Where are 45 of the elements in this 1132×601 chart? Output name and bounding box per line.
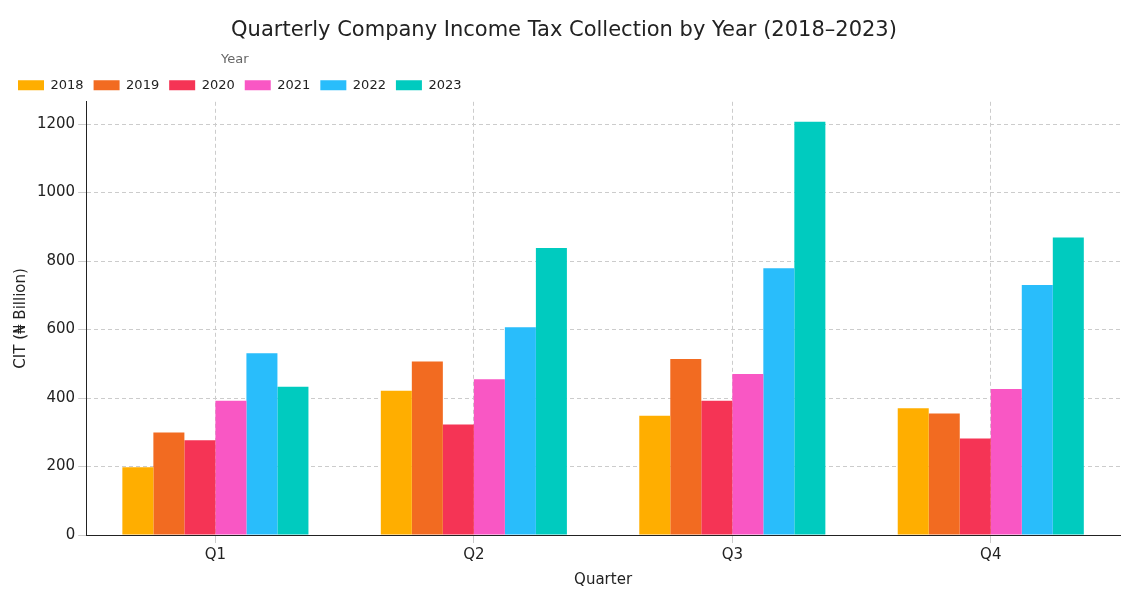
- bar: [794, 121, 826, 535]
- y-tick-label: 800: [46, 250, 76, 269]
- bar: [670, 358, 702, 535]
- bar: [411, 361, 443, 535]
- x-tick-label: Q3: [721, 544, 743, 563]
- y-tick-label: 1000: [36, 182, 76, 201]
- bar: [442, 424, 474, 535]
- legend-label: 2020: [201, 76, 235, 92]
- bar: [959, 438, 991, 535]
- bar: [897, 408, 929, 535]
- chart-title: Quarterly Company Income Tax Collection by Year (2018–2023): [231, 17, 897, 42]
- legend-title: Year: [219, 51, 250, 67]
- x-tick-label: Q4: [980, 544, 1002, 563]
- legend-label: 2021: [277, 76, 311, 92]
- bar: [246, 353, 278, 535]
- y-tick-label: 0: [65, 524, 76, 543]
- y-tick-label: 400: [46, 387, 76, 406]
- legend-label: 2018: [50, 76, 84, 92]
- bar: [639, 415, 671, 535]
- bar: [184, 440, 216, 535]
- legend-label: 2023: [428, 76, 462, 92]
- x-tick-label: Q1: [204, 544, 227, 563]
- legend-label: 2019: [126, 76, 160, 92]
- bar: [215, 400, 247, 535]
- x-axis-title: Quarter: [574, 569, 633, 588]
- y-tick-label: 600: [46, 319, 76, 338]
- bar: [277, 386, 309, 535]
- bar: [473, 379, 505, 535]
- x-tick-label: Q2: [463, 544, 485, 563]
- bar: [535, 248, 567, 535]
- bar: [763, 268, 795, 535]
- bar: [380, 390, 412, 535]
- bar: [504, 327, 536, 535]
- bar: [1052, 237, 1084, 535]
- bar: [153, 432, 185, 535]
- bar: [732, 374, 764, 535]
- bar: [1021, 285, 1053, 535]
- y-tick-label: 1200: [36, 113, 76, 132]
- bar: [990, 389, 1022, 535]
- bar: [701, 400, 733, 535]
- bar: [122, 467, 154, 535]
- y-tick-label: 200: [46, 456, 76, 475]
- y-axis-title: CIT (₦ Billion): [10, 268, 29, 369]
- bar: [928, 413, 960, 535]
- legend-label: 2022: [352, 76, 386, 92]
